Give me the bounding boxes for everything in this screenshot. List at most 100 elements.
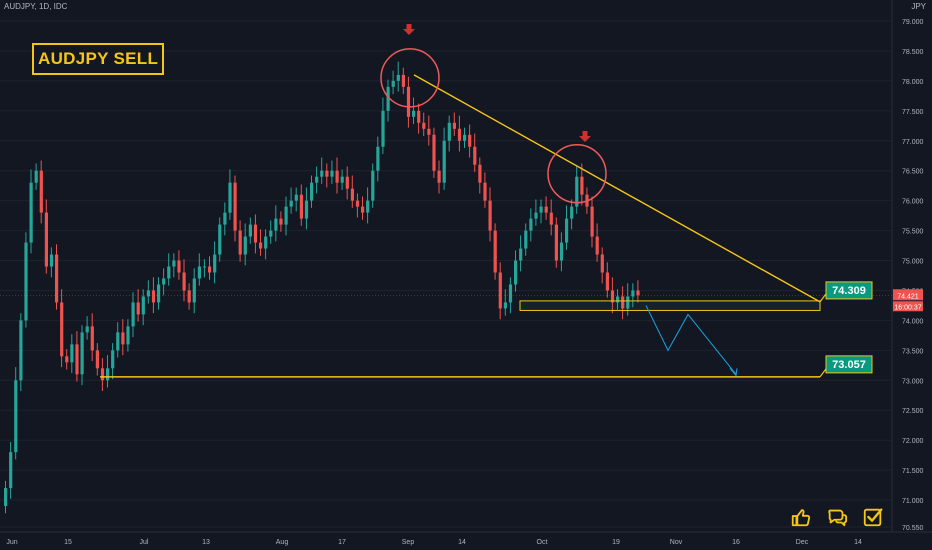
candle-body [488,200,492,231]
candle-body [151,290,156,303]
time-tick-label: 17 [338,539,346,546]
candle-body [202,266,207,268]
last-price-text: 74.421 [897,293,919,300]
candle-body [213,254,217,273]
candle-body [340,176,344,183]
candle-body [406,86,411,117]
candle-body [218,224,222,255]
candle-body [605,272,609,291]
projection-arrowhead [729,367,738,377]
candle-body [228,182,232,213]
price-tick-label: 78.500 [902,49,924,56]
candle-body [44,212,48,267]
candlestick-series [0,20,892,528]
candle-body [9,452,13,489]
value-label-text: 73.057 [832,359,866,371]
time-tick-label: 14 [854,539,862,546]
candle-body [146,290,150,297]
candle-body [325,170,329,177]
candle-body [136,302,140,315]
time-axis[interactable]: Jun 15 Jul 13 Aug 17 Sep 14 Oct 19 Nov 16 Dec 14 [6,539,862,546]
candle-body [279,218,283,225]
candle-body [49,254,54,267]
peak-circle [547,143,607,204]
candle-body [248,224,252,237]
candle-body [243,236,247,255]
time-tick-label: Jun [6,539,17,546]
last-price-tag [893,289,923,301]
candle-body [529,218,533,231]
candle-body [631,290,635,297]
candle-body [187,290,191,303]
candle-body [162,278,166,285]
candle-body [14,380,18,453]
time-tick-label: 16 [732,539,740,546]
candle-body [493,230,497,273]
candle-body [626,296,630,309]
symbol-label[interactable]: AUDJPY, 1D, IDC [4,2,68,11]
chat-icon[interactable] [826,506,848,528]
price-tick-label: 72.500 [902,408,924,415]
candle-body [111,350,115,369]
candle-body [60,302,64,357]
candle-body [478,164,482,183]
candle-body [299,194,303,219]
price-axis[interactable]: 70.550 71.000 71.500 72.000 72.500 73.000 73.5… [902,19,924,532]
candle-body [580,176,584,195]
label-connector [819,293,827,303]
candle-body [310,182,314,201]
candle-body [294,194,298,201]
candle-body [320,170,324,177]
candle-body [524,230,528,249]
candle-body [208,266,212,273]
candle-body [55,254,59,303]
candle-body [447,122,451,141]
label-connector [819,368,827,378]
candle-body [616,296,620,303]
candle-body [534,212,538,219]
candle-body [636,290,640,296]
candle-body [182,272,186,291]
price-tick-label: 76.500 [902,169,924,176]
candle-body [442,140,446,183]
candle-body [361,206,365,213]
candle-body [565,218,569,243]
time-tick-label: Jul [140,539,149,546]
candle-body [590,206,594,237]
resistance-trendline [413,74,821,303]
candle-body [192,278,196,303]
value-label-box [825,355,873,374]
projection-path [645,305,737,375]
candle-body [366,200,370,213]
price-tick-label: 75.500 [902,229,924,236]
thumbs-up-icon[interactable] [790,506,812,528]
candle-body [274,218,278,231]
price-tick-label: 70.550 [902,525,924,532]
checkbox-icon[interactable] [862,506,884,528]
candle-body [223,212,227,225]
candle-body [549,212,553,225]
candle-body [600,254,604,273]
candle-body [427,128,431,135]
candle-body [238,230,242,255]
candle-body [391,80,395,87]
candle-body [269,230,273,237]
time-tick-label: 13 [202,539,210,546]
down-arrow-icon [579,131,591,142]
countdown-text: 16:00:37 [894,304,921,311]
candle-body [65,356,69,363]
candle-body [432,134,436,171]
candle-body [167,266,171,279]
target-value-label: 73.057 [825,355,873,374]
time-tick-label: 19 [612,539,620,546]
candle-body [34,170,38,183]
price-tick-label: 73.000 [902,378,924,385]
candle-body [116,332,120,351]
candle-body [437,170,441,183]
candle-body [177,260,181,273]
price-tick-label: 77.000 [902,139,924,146]
candle-body [463,134,467,141]
candle-body [284,206,288,225]
candle-body [539,206,543,213]
